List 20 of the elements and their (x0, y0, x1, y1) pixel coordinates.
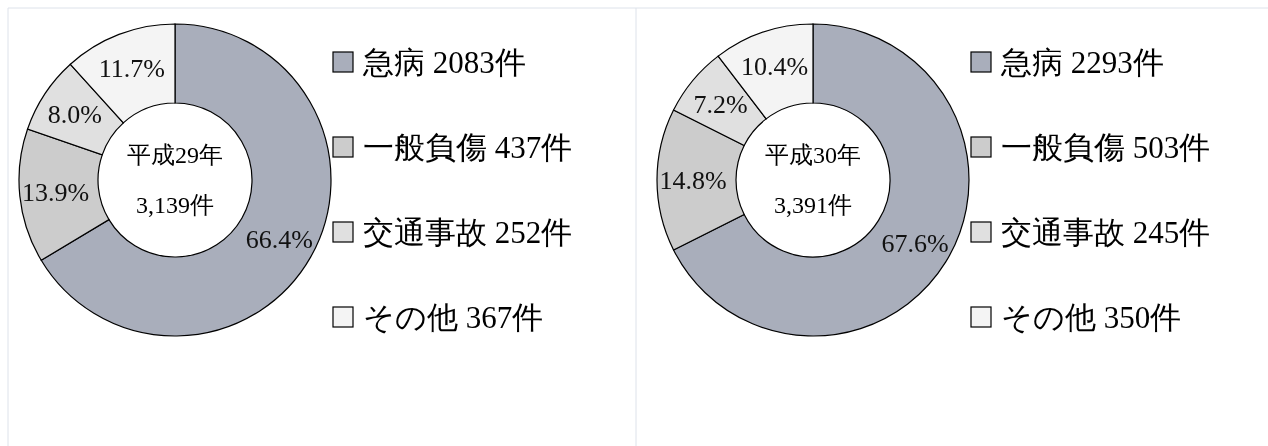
legend-label: その他 367件 (363, 300, 544, 335)
legend-label: 急病 2083件 (362, 45, 526, 80)
data-label: 11.7% (98, 54, 165, 84)
text: 平成30年 (765, 142, 861, 168)
data-label: 7.2% (693, 89, 748, 119)
legend-label: 交通事故 252件 (363, 215, 573, 250)
data-label: 10.4% (740, 52, 809, 82)
legend-label: その他 350件 (1001, 300, 1182, 335)
text: 3,391件 (774, 192, 852, 218)
legend-label: 一般負傷 437件 (363, 130, 573, 165)
data-label: 67.6% (881, 229, 949, 259)
text: 3,139件 (136, 192, 214, 218)
data-label: 8.0% (47, 99, 102, 129)
legend-label: 交通事故 245件 (1001, 215, 1211, 250)
data-label: 13.9% (22, 178, 90, 208)
text: 平成29年 (127, 142, 223, 168)
legend-label: 急病 2293件 (1000, 45, 1164, 80)
legend-label: 一般負傷 503件 (1001, 130, 1211, 165)
data-label: 14.8% (659, 166, 727, 195)
data-label: 66.4% (245, 225, 314, 255)
